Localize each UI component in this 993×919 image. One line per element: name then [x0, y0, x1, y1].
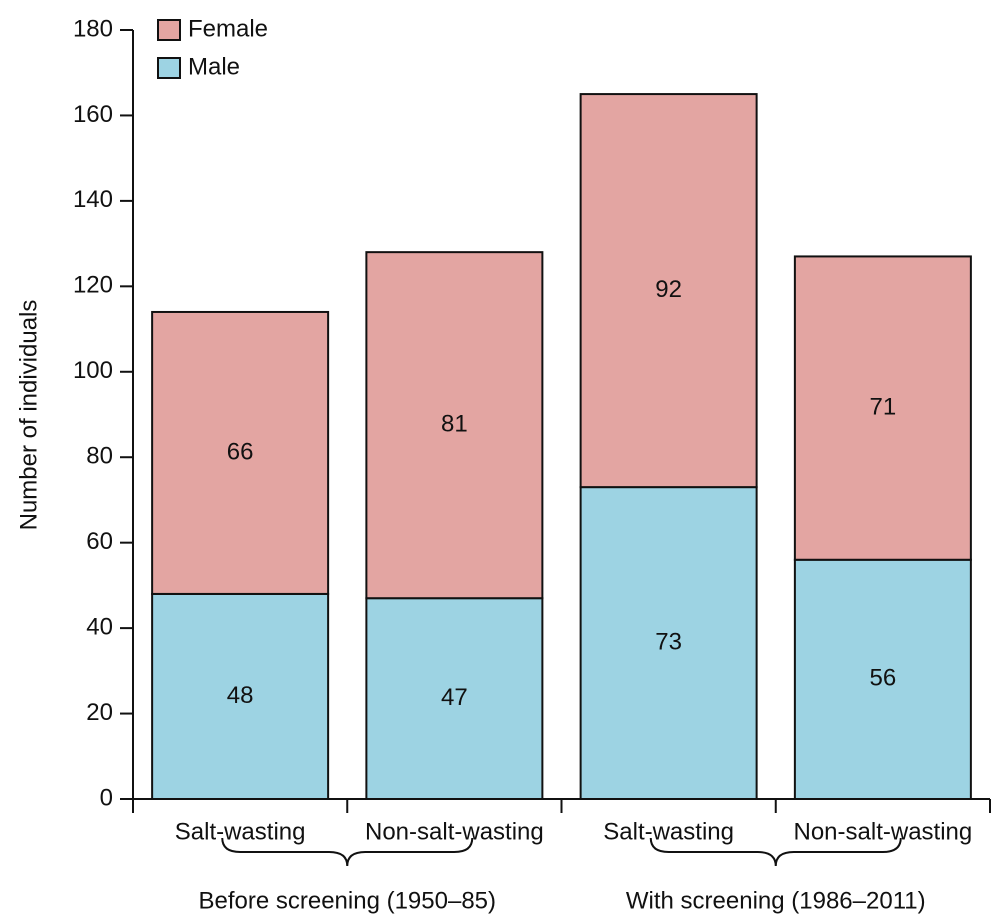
- group-label: Before screening (1950–85): [198, 887, 496, 914]
- y-tick-label: 140: [73, 186, 113, 213]
- y-tick-label: 100: [73, 357, 113, 384]
- bar-segment: [579, 93, 758, 489]
- legend-swatch: [157, 57, 181, 79]
- y-tick-label: 60: [86, 528, 113, 555]
- x-tick-label: Non-salt-wasting: [794, 818, 973, 845]
- y-tick-label: 160: [73, 101, 113, 128]
- value-label: 48: [227, 682, 254, 709]
- value-label: 47: [441, 684, 468, 711]
- bar-segment: [579, 486, 758, 800]
- group-brace: [221, 837, 474, 867]
- x-tick-label: Salt-wasting: [603, 818, 734, 845]
- y-tick-label: 180: [73, 15, 113, 42]
- legend-swatch: [157, 19, 181, 41]
- value-label: 81: [441, 411, 468, 438]
- y-tick-label: 80: [86, 443, 113, 470]
- y-tick-label: 120: [73, 272, 113, 299]
- group-label: With screening (1986–2011): [626, 887, 926, 914]
- x-tick-label: Non-salt-wasting: [365, 818, 544, 845]
- bar-segment: [151, 592, 330, 801]
- y-tick-label: 40: [86, 613, 113, 640]
- value-label: 56: [870, 665, 897, 692]
- value-label: 66: [227, 438, 254, 465]
- x-tick-label: Salt-wasting: [175, 818, 306, 845]
- legend-label: Female: [188, 15, 268, 42]
- group-brace: [649, 837, 902, 867]
- y-tick-label: 0: [100, 784, 113, 811]
- bar-segment: [151, 310, 330, 595]
- value-label: 71: [870, 393, 897, 420]
- y-tick-label: 20: [86, 699, 113, 726]
- value-label: 73: [655, 628, 682, 655]
- y-axis-label: Number of individuals: [15, 300, 42, 531]
- value-label: 92: [655, 276, 682, 303]
- bar-segment: [365, 597, 544, 801]
- legend-label: Male: [188, 53, 240, 80]
- bar-segment: [793, 255, 972, 561]
- bar-segment: [365, 251, 544, 600]
